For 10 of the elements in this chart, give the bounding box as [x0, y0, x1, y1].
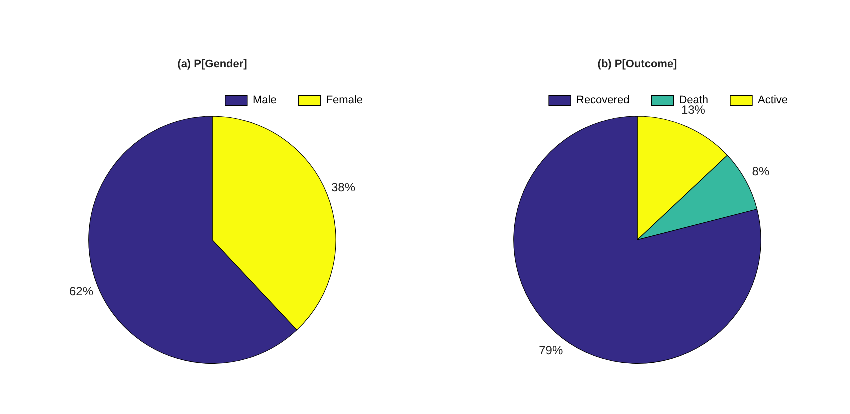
legend-label: Recovered — [576, 94, 630, 107]
data-label: 79% — [539, 344, 564, 358]
data-label: 8% — [752, 164, 770, 179]
legend-label: Female — [326, 94, 364, 107]
chart-title: (a) P[Gender] — [178, 58, 248, 71]
data-label: 38% — [331, 180, 356, 195]
data-label: 62% — [69, 284, 94, 298]
chart-title: (b) P[Outcome] — [598, 58, 678, 71]
legend-label: Active — [758, 94, 788, 107]
legend-label: Male — [252, 94, 277, 107]
